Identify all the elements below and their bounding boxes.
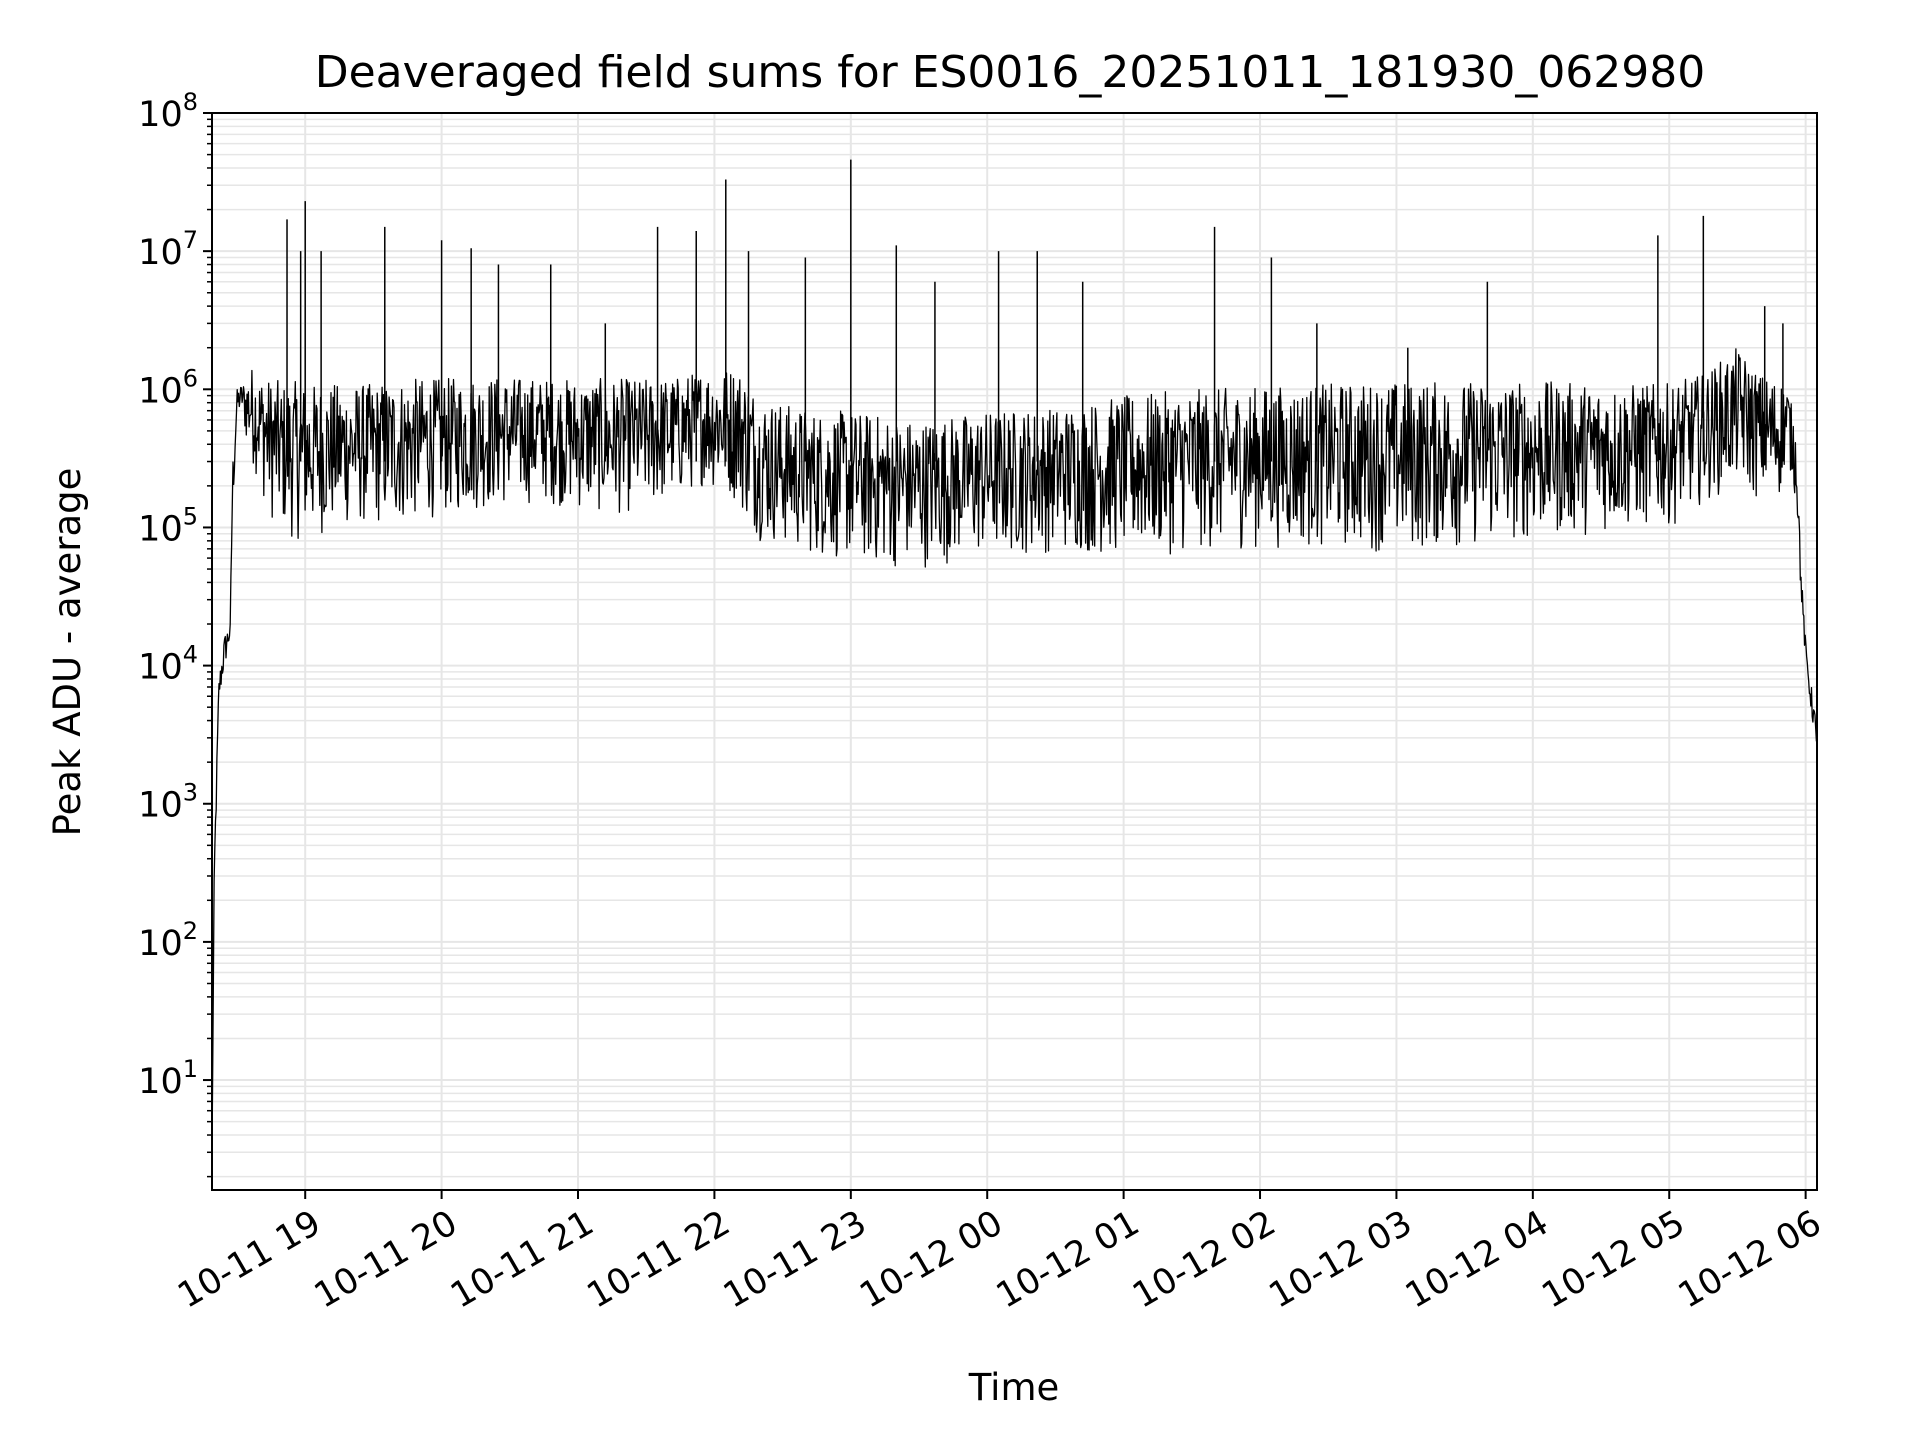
y-tick-label: 108 xyxy=(138,88,198,135)
y-tick-exponent: 8 xyxy=(183,88,198,116)
y-tick-base: 10 xyxy=(138,95,183,135)
plot-area xyxy=(211,159,1818,1153)
y-tick-base: 10 xyxy=(138,648,183,688)
chart-title: Deaveraged field sums for ES0016_2025101… xyxy=(315,47,1706,98)
y-tick-base: 10 xyxy=(138,786,183,826)
y-tick-label: 106 xyxy=(138,364,198,411)
x-axis-label: Time xyxy=(968,1366,1060,1409)
y-tick-exponent: 6 xyxy=(183,364,198,392)
y-axis-label: Peak ADU - average xyxy=(46,468,89,837)
y-tick-base: 10 xyxy=(138,509,183,549)
y-tick-label: 104 xyxy=(138,641,198,688)
y-tick-exponent: 2 xyxy=(183,917,198,945)
y-tick-exponent: 7 xyxy=(183,226,198,254)
y-tick-label: 105 xyxy=(138,502,198,549)
y-tick-label: 107 xyxy=(138,226,198,273)
series-line xyxy=(211,348,1818,1153)
y-tick-label: 102 xyxy=(138,917,198,964)
y-tick-exponent: 1 xyxy=(183,1055,198,1083)
y-tick-base: 10 xyxy=(138,924,183,964)
plot-frame xyxy=(211,112,1818,1191)
y-tick-label: 103 xyxy=(138,779,198,826)
y-tick-base: 10 xyxy=(138,371,183,411)
y-tick-exponent: 4 xyxy=(183,641,198,669)
y-tick-exponent: 3 xyxy=(183,779,198,807)
y-tick-exponent: 5 xyxy=(183,502,198,530)
y-tick-label: 101 xyxy=(138,1055,198,1102)
y-tick-base: 10 xyxy=(138,1062,183,1102)
y-tick-base: 10 xyxy=(138,233,183,273)
